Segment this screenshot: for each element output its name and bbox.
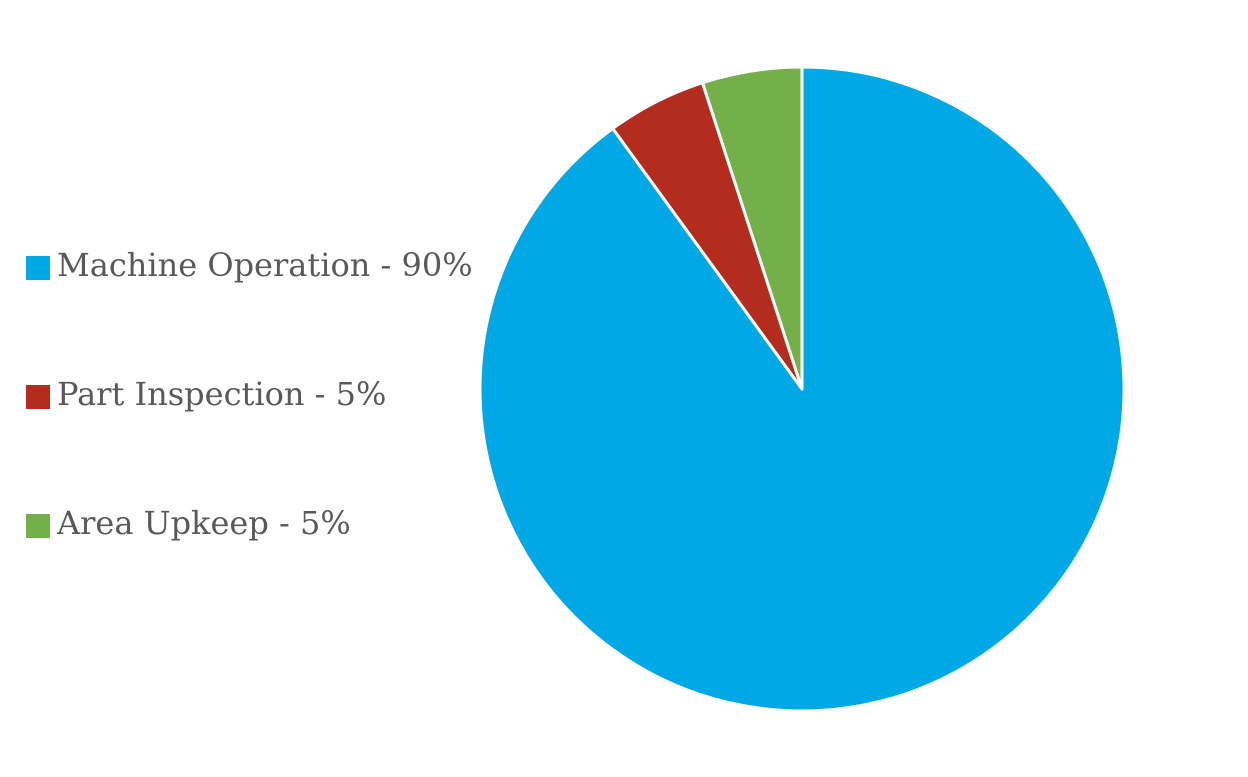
legend-swatch-area-upkeep [26, 514, 50, 538]
legend-item-area-upkeep: Area Upkeep - 5% [26, 500, 486, 546]
legend-item-part-inspection: Part Inspection - 5% [26, 371, 486, 417]
legend-swatch-part-inspection [26, 385, 50, 409]
legend-label-machine-operation: Machine Operation - 90% [57, 246, 473, 284]
legend-item-machine-operation: Machine Operation - 90% [26, 242, 486, 288]
pie-slice-area-upkeep [701, 65, 804, 391]
legend-label-area-upkeep: Area Upkeep - 5% [57, 504, 351, 542]
pie-slices [478, 65, 1126, 713]
legend-label-part-inspection: Part Inspection - 5% [57, 375, 387, 413]
legend: Machine Operation - 90% Part Inspection … [26, 242, 486, 629]
legend-swatch-machine-operation [26, 256, 50, 280]
